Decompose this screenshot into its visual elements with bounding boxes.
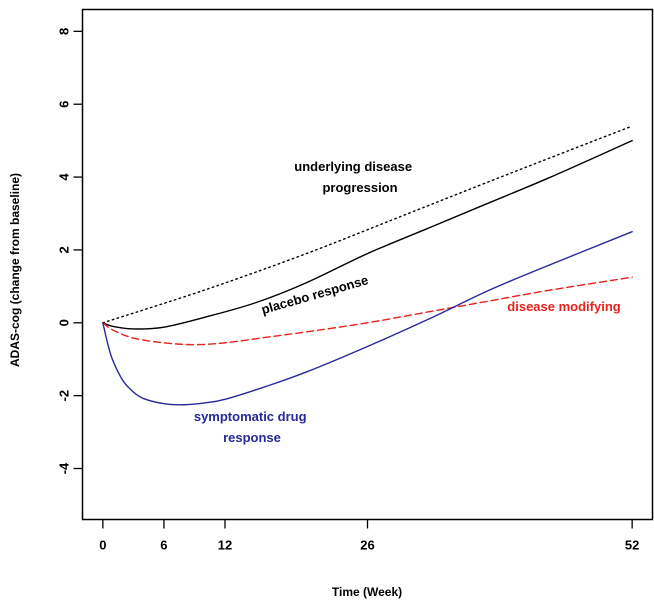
- annotation-underlying-line-1: underlying disease: [294, 159, 412, 174]
- x-axis-title: Time (Week): [332, 585, 402, 599]
- annotation-disease-modifying: disease modifying: [507, 299, 620, 314]
- x-tick-label: 0: [99, 538, 106, 553]
- series-line-underlying-disease-progression: [102, 125, 633, 324]
- y-tick-label: 8: [57, 28, 72, 35]
- y-axis-title: ADAS-cog (change from baseline): [8, 173, 22, 367]
- annotation-underlying-line-2: progression: [322, 180, 397, 195]
- series-line-disease-modifying: [102, 276, 633, 346]
- y-tick-label: 0: [57, 319, 72, 326]
- annotation-symptomatic-line-2: response: [223, 430, 281, 445]
- series-line-symptomatic-drug-response: [102, 231, 633, 406]
- x-tick-label: 6: [160, 538, 167, 553]
- y-tick-label: 4: [57, 173, 72, 181]
- series-line-placebo-response: [102, 139, 633, 330]
- y-tick-label: -2: [57, 390, 72, 402]
- axes: 0 6 12 26 52 -4 -2 0 2 4 6 8: [57, 28, 640, 553]
- plot-frame: [81, 8, 654, 521]
- x-tick-label: 26: [360, 538, 374, 553]
- y-tick-label: -4: [57, 462, 72, 474]
- annotation-symptomatic-drug-response: symptomatic drug response: [194, 409, 310, 445]
- y-tick-label: 6: [57, 101, 72, 108]
- annotation-underlying-disease-progression: underlying disease progression: [294, 159, 415, 195]
- annotation-symptomatic-line-1: symptomatic drug: [194, 409, 307, 424]
- y-tick-label: 2: [57, 246, 72, 253]
- x-tick-label: 12: [218, 538, 232, 553]
- series-layer: [102, 125, 633, 406]
- x-tick-label: 52: [625, 538, 639, 553]
- annotation-disease-modifying-line-1: disease modifying: [507, 299, 620, 314]
